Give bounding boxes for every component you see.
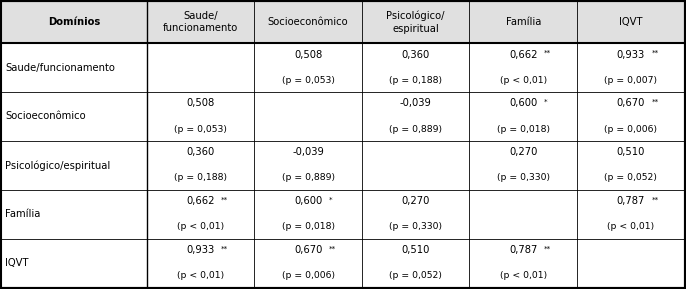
Text: 0,662: 0,662 bbox=[187, 196, 215, 206]
Text: Saude/funcionamento: Saude/funcionamento bbox=[5, 63, 115, 73]
Text: (p = 0,053): (p = 0,053) bbox=[282, 76, 335, 85]
Text: (p < 0,01): (p < 0,01) bbox=[499, 76, 547, 85]
Text: *: * bbox=[329, 197, 332, 203]
Bar bbox=[1, 92, 685, 141]
Text: (p = 0,188): (p = 0,188) bbox=[389, 76, 442, 85]
Text: (p = 0,053): (p = 0,053) bbox=[174, 125, 227, 134]
Text: Família: Família bbox=[5, 209, 40, 219]
Text: 0,360: 0,360 bbox=[401, 50, 430, 60]
Text: Psicológico/
espiritual: Psicológico/ espiritual bbox=[386, 11, 445, 34]
Text: (p = 0,889): (p = 0,889) bbox=[282, 173, 335, 182]
Text: (p = 0,007): (p = 0,007) bbox=[604, 76, 657, 85]
Text: **: ** bbox=[651, 197, 659, 203]
Bar bbox=[1, 1, 685, 43]
Text: Socioeconômico: Socioeconômico bbox=[5, 112, 86, 121]
Text: (p = 0,006): (p = 0,006) bbox=[604, 125, 657, 134]
Text: 0,510: 0,510 bbox=[617, 147, 645, 158]
Text: (p = 0,188): (p = 0,188) bbox=[174, 173, 227, 182]
Text: IQVT: IQVT bbox=[619, 17, 643, 27]
Text: Domínios: Domínios bbox=[48, 17, 100, 27]
Bar bbox=[1, 190, 685, 239]
Text: -0,039: -0,039 bbox=[292, 147, 324, 158]
Text: 0,670: 0,670 bbox=[294, 245, 322, 255]
Text: 0,270: 0,270 bbox=[401, 196, 430, 206]
Text: (p = 0,006): (p = 0,006) bbox=[282, 271, 335, 280]
Text: -0,039: -0,039 bbox=[400, 99, 431, 108]
Text: Socioeconômico: Socioeconômico bbox=[268, 17, 348, 27]
Text: 0,360: 0,360 bbox=[187, 147, 215, 158]
Text: **: ** bbox=[544, 50, 551, 56]
Text: 0,787: 0,787 bbox=[509, 245, 537, 255]
Text: 0,662: 0,662 bbox=[509, 50, 538, 60]
Text: IQVT: IQVT bbox=[5, 258, 29, 268]
Text: **: ** bbox=[651, 50, 659, 56]
Text: 0,933: 0,933 bbox=[187, 245, 215, 255]
Text: 0,508: 0,508 bbox=[187, 99, 215, 108]
Text: (p = 0,018): (p = 0,018) bbox=[497, 125, 549, 134]
Text: 0,600: 0,600 bbox=[509, 99, 537, 108]
Bar bbox=[1, 43, 685, 92]
Text: **: ** bbox=[544, 246, 551, 252]
Text: 0,787: 0,787 bbox=[617, 196, 645, 206]
Text: (p = 0,889): (p = 0,889) bbox=[389, 125, 442, 134]
Text: (p < 0,01): (p < 0,01) bbox=[607, 222, 654, 231]
Text: (p = 0,330): (p = 0,330) bbox=[497, 173, 549, 182]
Text: (p = 0,330): (p = 0,330) bbox=[389, 222, 442, 231]
Text: (p < 0,01): (p < 0,01) bbox=[177, 271, 224, 280]
Text: Psicológico/espiritual: Psicológico/espiritual bbox=[5, 160, 110, 171]
Text: 0,270: 0,270 bbox=[509, 147, 537, 158]
Text: *: * bbox=[544, 99, 547, 105]
Text: **: ** bbox=[329, 246, 336, 252]
Text: (p = 0,052): (p = 0,052) bbox=[604, 173, 657, 182]
Text: 0,670: 0,670 bbox=[617, 99, 645, 108]
Text: 0,600: 0,600 bbox=[294, 196, 322, 206]
Bar bbox=[1, 141, 685, 190]
Bar bbox=[1, 239, 685, 288]
Text: **: ** bbox=[221, 197, 228, 203]
Text: (p < 0,01): (p < 0,01) bbox=[177, 222, 224, 231]
Text: Família: Família bbox=[506, 17, 541, 27]
Text: (p = 0,052): (p = 0,052) bbox=[389, 271, 442, 280]
Text: Saude/
funcionamento: Saude/ funcionamento bbox=[163, 11, 238, 34]
Text: (p < 0,01): (p < 0,01) bbox=[499, 271, 547, 280]
Text: 0,508: 0,508 bbox=[294, 50, 322, 60]
Text: **: ** bbox=[221, 246, 228, 252]
Text: **: ** bbox=[651, 99, 659, 105]
Text: 0,933: 0,933 bbox=[617, 50, 645, 60]
Text: (p = 0,018): (p = 0,018) bbox=[282, 222, 335, 231]
Text: 0,510: 0,510 bbox=[401, 245, 430, 255]
